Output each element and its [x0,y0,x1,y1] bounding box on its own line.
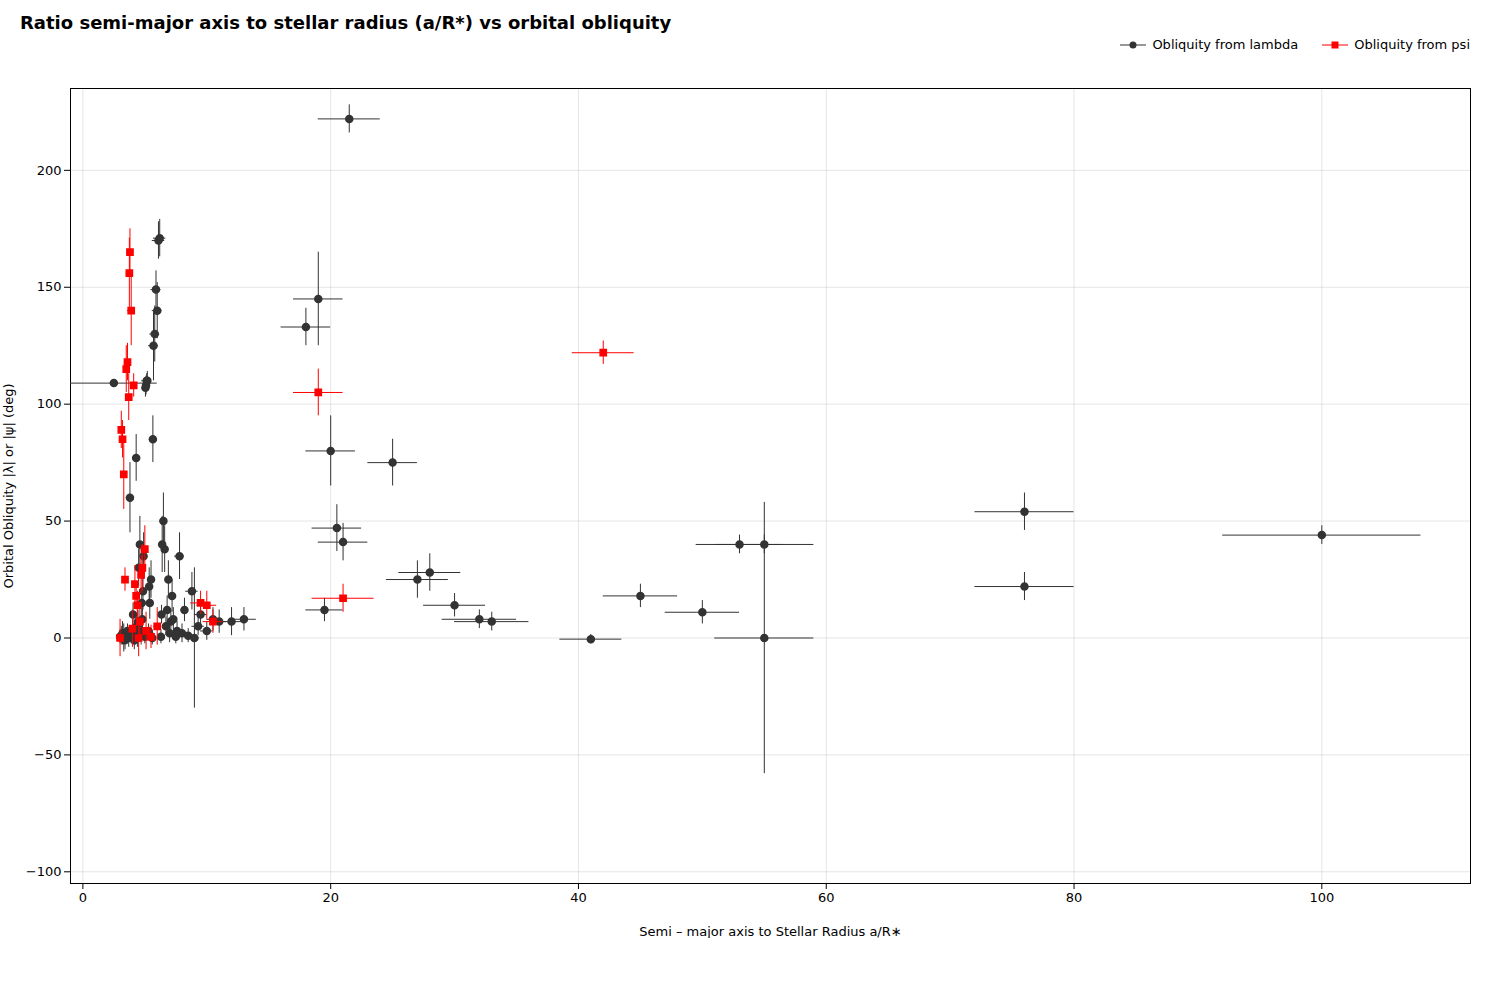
svg-text:80: 80 [1066,890,1083,905]
svg-text:−50: −50 [34,747,61,762]
svg-text:100: 100 [37,396,62,411]
html-text:Obliquity from lambda: Obliquity from lambda [1152,37,1299,52]
svg-text:0: 0 [79,890,87,905]
svg-text:−100: −100 [26,864,62,879]
svg-text:100: 100 [1309,890,1334,905]
svg-text:200: 200 [37,162,62,177]
svg-text:Orbital Obliquity |λ| or |ψ| (: Orbital Obliquity |λ| or |ψ| (deg) [1,383,16,588]
html-text:Obliquity from psi: Obliquity from psi [1354,37,1470,52]
svg-text:50: 50 [45,513,62,528]
html-text:Ratio semi-major axis to stell: Ratio semi-major axis to stellar radius … [20,12,672,33]
svg-text:0: 0 [53,630,61,645]
svg-text:Semi – major axis to Stellar R: Semi – major axis to Stellar Radius a/R∗ [639,924,901,939]
svg-text:40: 40 [570,890,587,905]
svg-text:150: 150 [37,279,62,294]
svg-text:60: 60 [818,890,835,905]
svg-text:20: 20 [322,890,339,905]
